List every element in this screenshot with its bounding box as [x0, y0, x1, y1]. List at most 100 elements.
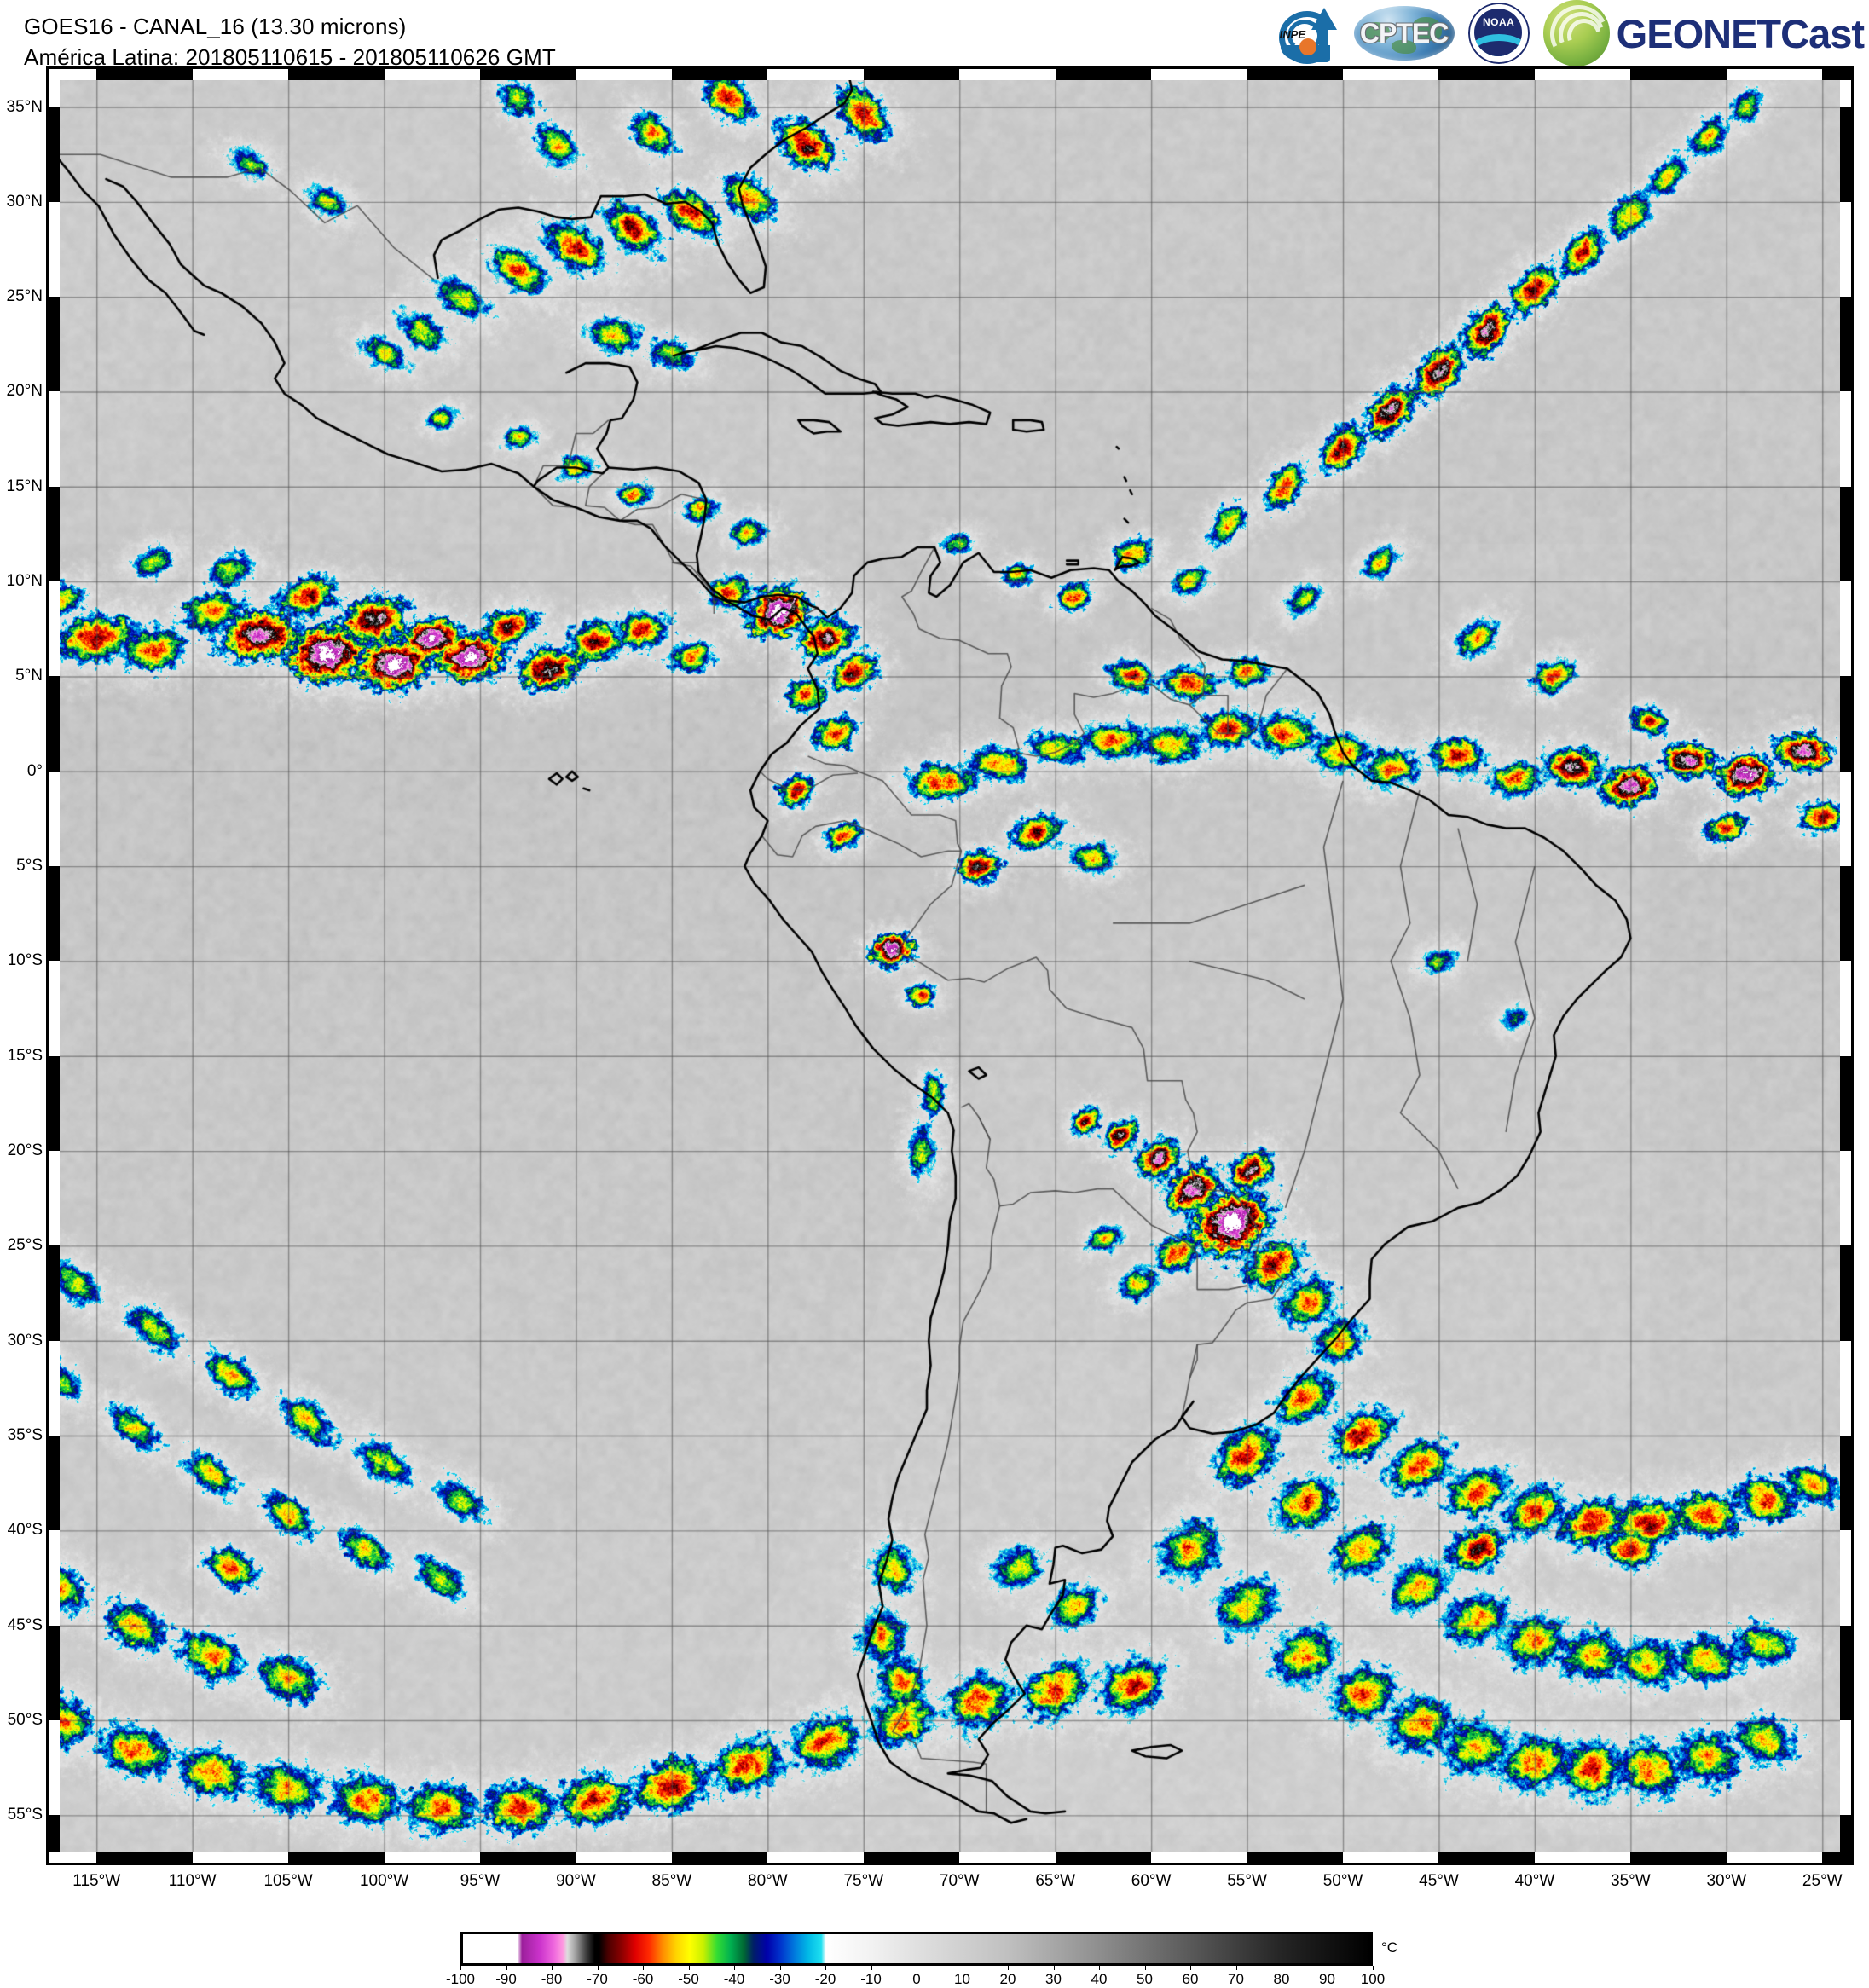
axis-tickbar-right — [1840, 69, 1851, 1863]
colorbar-tick-mark — [779, 1966, 781, 1970]
colorbar-tick-mark — [688, 1966, 690, 1970]
inpe-arrow-stem — [1318, 26, 1328, 57]
colorbar-tick-label: 100 — [1360, 1971, 1386, 1987]
axis-tickbar-top — [49, 69, 1851, 80]
lon-tick-label: 40°W — [1514, 1872, 1555, 1890]
title-block: GOES16 - CANAL_16 (13.30 microns) Améric… — [24, 12, 556, 73]
lon-tick-label: 85°W — [651, 1872, 692, 1890]
colorbar-tick-mark — [552, 1966, 553, 1970]
lat-tick-label: 15°S — [7, 1046, 43, 1065]
colorbar-tick-label: 0 — [912, 1971, 921, 1987]
noaa-seal-icon — [1473, 9, 1522, 56]
colorbar-tick-mark — [506, 1966, 507, 1970]
lat-tick-label: 0° — [26, 761, 43, 780]
colorbar-tick-label: -50 — [678, 1971, 699, 1987]
lat-tick-label: 45°S — [7, 1615, 43, 1634]
inpe-orange-dot — [1299, 38, 1316, 55]
axis-tickbar-bottom — [49, 1852, 1851, 1863]
longitude-axis-labels: 115°W 110°W 105°W 100°W 95°W 90°W 85°W 80°W 75°W… — [46, 1869, 1854, 1898]
lat-tick-label: 20°N — [6, 382, 43, 401]
inpe-logo: INPE — [1276, 3, 1342, 64]
lat-tick-label: 50°S — [7, 1711, 43, 1730]
colorbar-tick-mark — [871, 1966, 872, 1970]
lat-tick-label: 25°N — [6, 287, 43, 306]
colorbar-tick-label: 50 — [1137, 1971, 1153, 1987]
colorbar-tick-label: 90 — [1319, 1971, 1335, 1987]
lat-tick-label: 30°N — [6, 192, 43, 211]
inpe-outer-arc — [1278, 11, 1335, 64]
lat-tick-label: 10°N — [6, 572, 43, 591]
colorbar-tick-mark — [1008, 1966, 1009, 1970]
lat-tick-label: 30°S — [7, 1331, 43, 1349]
colorbar-tick-label: 40 — [1091, 1971, 1108, 1987]
geonetcast-word-cast: Cast — [1780, 10, 1865, 56]
colorbar-tick-label: -40 — [723, 1971, 745, 1987]
page-subtitle: América Latina: 201805110615 - 201805110… — [24, 43, 556, 70]
lon-tick-label: 50°W — [1322, 1872, 1363, 1890]
noaa-logo: NOAA — [1466, 1, 1531, 66]
cptec-globe-icon — [1353, 6, 1455, 61]
colorbar-bar — [460, 1932, 1373, 1966]
lat-tick-label: 40°S — [7, 1521, 43, 1540]
geonetcast-wordmark: GEONETCast — [1616, 10, 1865, 57]
colorbar-tick-label: -30 — [769, 1971, 790, 1987]
lon-tick-label: 110°W — [168, 1872, 217, 1890]
lon-tick-label: 45°W — [1419, 1872, 1459, 1890]
colorbar-tick-label: 80 — [1273, 1971, 1290, 1987]
lat-tick-label: 25°S — [7, 1236, 43, 1255]
lat-tick-label: 15°N — [6, 477, 43, 495]
colorbar-tick-label: 20 — [999, 1971, 1016, 1987]
geonetcast-word-geonet: GEONET — [1616, 10, 1781, 56]
colorbar-tick-label: 60 — [1182, 1971, 1199, 1987]
lon-tick-label: 95°W — [460, 1872, 501, 1890]
lat-tick-label: 5°S — [16, 857, 43, 876]
cptec-logo: CPTEC — [1353, 6, 1455, 61]
geonetcast-sphere-icon — [1542, 0, 1610, 66]
axis-tickbar-left — [49, 69, 60, 1863]
lon-tick-label: 25°W — [1802, 1872, 1843, 1890]
colorbar-tick-label: 10 — [954, 1971, 970, 1987]
lon-tick-label: 75°W — [843, 1872, 884, 1890]
cptec-wordmark: CPTEC — [1359, 17, 1449, 49]
noaa-wave-inner-shape — [1475, 41, 1522, 56]
colorbar-tick-label: -80 — [541, 1971, 563, 1987]
colorbar-tick-label: -10 — [860, 1971, 882, 1987]
colorbar: -100 -90 -80 -70 -60 -50 -40 -30 -20 -10 0 10 20 30 40… — [446, 1932, 1398, 1987]
colorbar-tick-label: -100 — [445, 1971, 476, 1987]
colorbar-tick-label: -20 — [814, 1971, 836, 1987]
lat-tick-label: 5°N — [15, 667, 43, 685]
colorbar-tick-label: 70 — [1228, 1971, 1244, 1987]
satellite-image-canvas[interactable] — [49, 69, 1851, 1863]
latitude-axis-labels: 35°N 30°N 25°N 20°N 15°N 10°N 5°N 0° 5°S 10°S 15°S… — [0, 66, 44, 1865]
lat-tick-label: 55°S — [7, 1806, 43, 1824]
colorbar-unit-label: °C — [1381, 1939, 1398, 1956]
colorbar-tick-mark — [1099, 1966, 1100, 1970]
colorbar-tick-mark — [597, 1966, 599, 1970]
logo-strip: INPE CPTEC NOAA GEONETCast — [1276, 0, 1865, 66]
lat-tick-label: 10°S — [7, 951, 43, 970]
colorbar-tick-mark — [1190, 1966, 1191, 1970]
page-title: GOES16 - CANAL_16 (13.30 microns) — [24, 14, 407, 39]
lon-tick-label: 100°W — [359, 1872, 409, 1890]
inpe-wordmark: INPE — [1279, 28, 1305, 41]
lon-tick-label: 105°W — [263, 1872, 313, 1890]
colorbar-tick-mark — [1373, 1966, 1374, 1970]
lon-tick-label: 30°W — [1706, 1872, 1747, 1890]
colorbar-tick-label: -70 — [587, 1971, 608, 1987]
lon-tick-label: 80°W — [748, 1872, 788, 1890]
colorbar-tick-mark — [643, 1966, 644, 1970]
lat-tick-label: 20°S — [7, 1141, 43, 1160]
inpe-arrow-head-icon — [1311, 8, 1337, 30]
colorbar-tick-mark — [734, 1966, 735, 1970]
colorbar-tick-mark — [825, 1966, 826, 1970]
noaa-outer-ring — [1467, 3, 1530, 64]
lon-tick-label: 115°W — [72, 1872, 121, 1890]
map-frame-border — [46, 66, 1854, 1865]
satellite-map[interactable] — [46, 66, 1854, 1865]
noaa-wordmark: NOAA — [1482, 16, 1515, 28]
colorbar-tick-mark — [1053, 1966, 1055, 1970]
colorbar-tick-label: -90 — [495, 1971, 517, 1987]
colorbar-tick-mark — [1144, 1966, 1146, 1970]
colorbar-gradient — [463, 1934, 1370, 1963]
colorbar-tick-label: 30 — [1045, 1971, 1062, 1987]
